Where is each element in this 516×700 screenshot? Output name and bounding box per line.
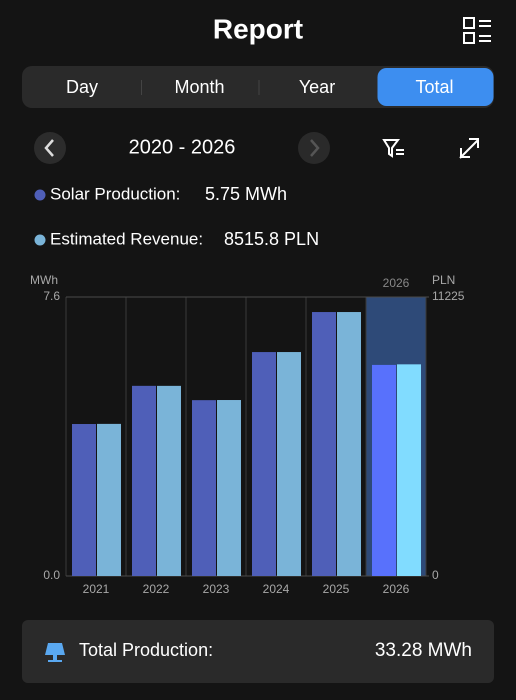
legend-dot bbox=[34, 189, 46, 201]
bar bbox=[97, 423, 121, 576]
x-tick-label: 2025 bbox=[323, 582, 350, 596]
legend-dot bbox=[34, 234, 46, 246]
y2-tick-label: 11225 bbox=[432, 289, 465, 303]
tab-selected bbox=[377, 68, 494, 106]
expand-icon[interactable] bbox=[459, 138, 479, 159]
y2-axis-label: PLN bbox=[432, 273, 455, 287]
footer-label: Total Production: bbox=[79, 640, 213, 660]
x-tick-label: 2024 bbox=[263, 582, 290, 596]
x-tick-label: 2023 bbox=[203, 582, 230, 596]
bar bbox=[337, 312, 361, 576]
range-label: 2020 - 2026 bbox=[129, 136, 236, 158]
title: Report bbox=[213, 13, 303, 44]
tab[interactable]: Day bbox=[66, 77, 98, 97]
bar bbox=[397, 364, 421, 576]
bar bbox=[217, 400, 241, 576]
next-button[interactable] bbox=[298, 132, 330, 164]
tab[interactable]: Total bbox=[415, 77, 453, 97]
y-tick-label: 7.6 bbox=[43, 289, 60, 303]
y2-tick-label: 0 bbox=[432, 568, 439, 582]
footer-card bbox=[22, 620, 494, 683]
bar bbox=[72, 424, 96, 576]
legend-value: 8515.8 PLN bbox=[224, 229, 319, 249]
tab[interactable]: Month bbox=[174, 77, 224, 97]
legend-value: 5.75 MWh bbox=[205, 184, 287, 204]
next-icon bbox=[310, 139, 320, 157]
filter-icon[interactable] bbox=[382, 139, 404, 158]
selection-label: 2026 bbox=[383, 276, 410, 290]
tab[interactable]: Year bbox=[299, 77, 335, 97]
list-icon[interactable] bbox=[463, 17, 491, 44]
x-tick-label: 2021 bbox=[83, 582, 110, 596]
footer-value: 33.28 MWh bbox=[375, 640, 472, 661]
bar bbox=[372, 364, 396, 576]
bar bbox=[192, 400, 216, 576]
bar bbox=[312, 312, 336, 576]
y-axis-label: MWh bbox=[30, 273, 58, 287]
prev-button[interactable] bbox=[34, 132, 66, 164]
bar bbox=[157, 385, 181, 576]
prev-icon bbox=[44, 139, 54, 157]
legend-label: Solar Production: bbox=[50, 184, 180, 203]
solar-icon bbox=[45, 643, 65, 662]
bar bbox=[252, 352, 276, 576]
x-tick-label: 2026 bbox=[383, 582, 410, 596]
bar bbox=[132, 385, 156, 576]
x-tick-label: 2022 bbox=[143, 582, 170, 596]
y-tick-label: 0.0 bbox=[43, 568, 60, 582]
legend-label: Estimated Revenue: bbox=[50, 229, 203, 248]
bar bbox=[277, 352, 301, 576]
tab-bar bbox=[22, 66, 494, 108]
